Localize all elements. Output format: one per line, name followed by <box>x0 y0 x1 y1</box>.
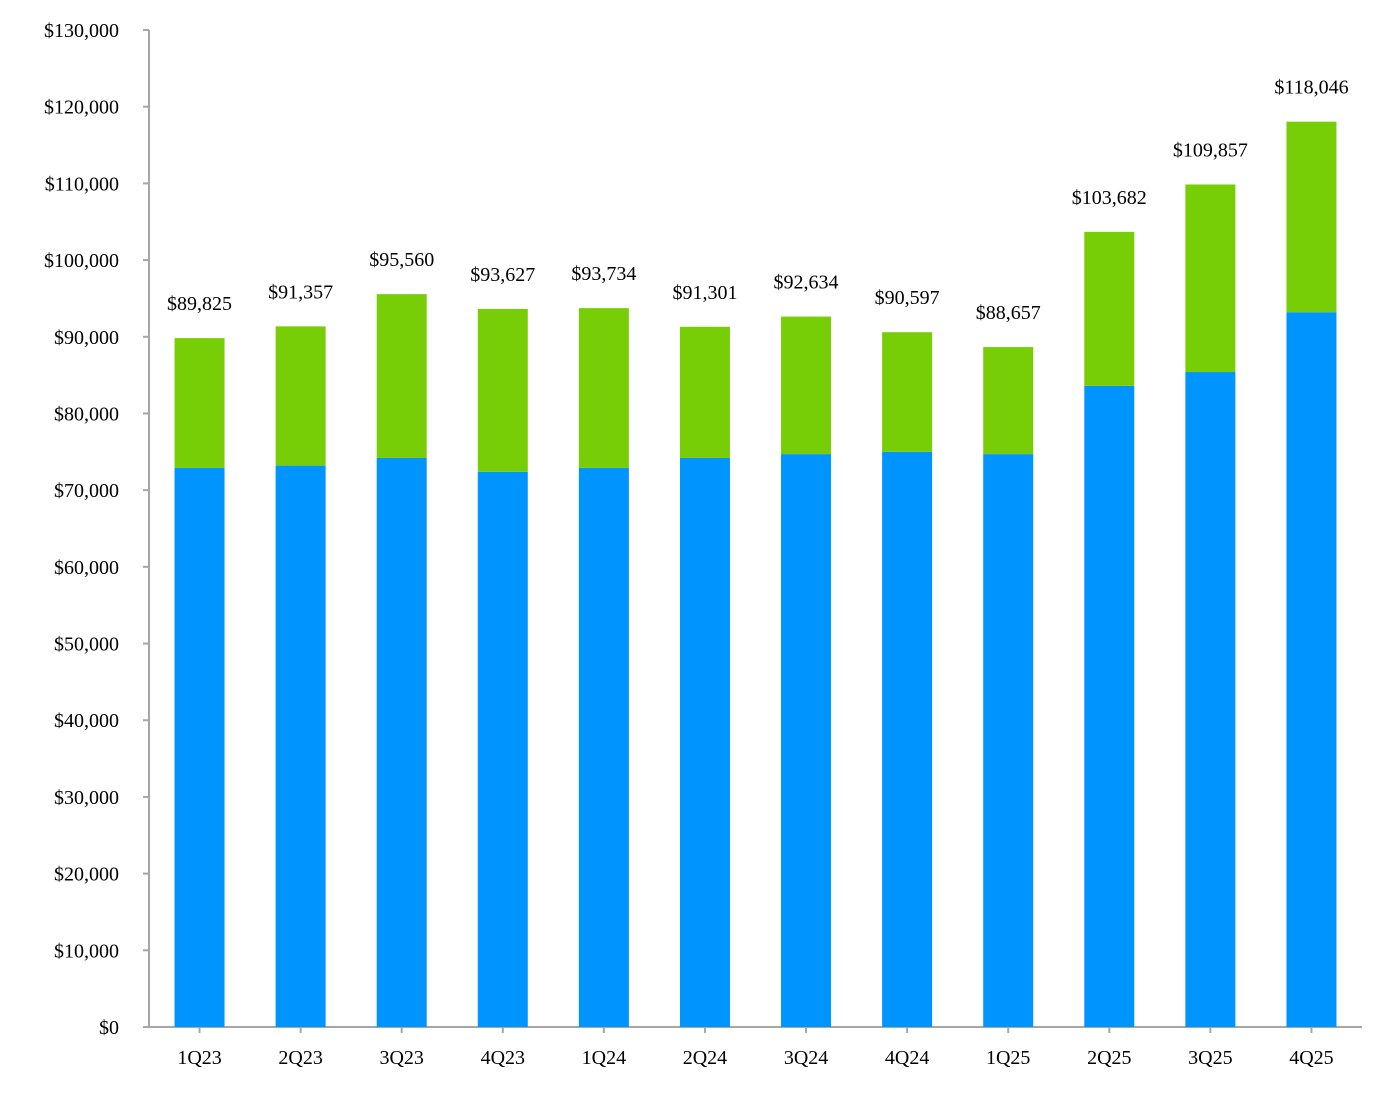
x-tick-label: 3Q24 <box>784 1047 828 1069</box>
data-label-total: $91,357 <box>268 281 333 303</box>
bar-segment-green <box>1286 121 1337 313</box>
data-label-total: $89,825 <box>167 293 232 315</box>
bar-segment-green <box>1084 231 1135 386</box>
data-label-total: $109,857 <box>1173 139 1248 161</box>
bar-segment-blue <box>1185 372 1236 1027</box>
x-tick-label: 3Q23 <box>379 1047 423 1069</box>
bar-segment-blue <box>275 465 326 1027</box>
y-tick-label: $130,000 <box>44 20 119 42</box>
bar-segment-blue <box>477 471 528 1027</box>
bar-segment-blue <box>983 454 1034 1027</box>
data-label-total: $91,301 <box>672 282 737 304</box>
x-tick-label: 4Q25 <box>1289 1047 1333 1069</box>
y-tick-label: $60,000 <box>54 557 119 579</box>
y-tick-label: $20,000 <box>54 864 119 886</box>
bar-segment-green <box>882 332 933 452</box>
data-label-total: $93,734 <box>571 263 636 285</box>
y-tick-label: $90,000 <box>54 327 119 349</box>
bar-segment-blue <box>174 467 225 1027</box>
x-tick-label: 1Q24 <box>582 1047 626 1069</box>
bar-segment-blue <box>1286 312 1337 1028</box>
x-tick-label: 4Q24 <box>885 1047 929 1069</box>
bar-segment-green <box>376 294 427 458</box>
data-label-total: $95,560 <box>369 249 434 271</box>
bar-segment-green <box>275 326 326 466</box>
data-label-total: $93,627 <box>470 264 535 286</box>
bar-segment-green <box>578 308 629 468</box>
bar-segment-green <box>679 326 730 458</box>
data-label-total: $92,634 <box>774 272 839 294</box>
y-tick-label: $80,000 <box>54 403 119 425</box>
y-tick-label: $120,000 <box>44 97 119 119</box>
x-tick-label: 3Q25 <box>1188 1047 1232 1069</box>
bar-segment-blue <box>882 451 933 1027</box>
bar-segment-green <box>983 347 1034 455</box>
bar-segment-green <box>1185 184 1236 373</box>
y-tick-label: $50,000 <box>54 634 119 656</box>
y-tick-label: $100,000 <box>44 250 119 272</box>
x-tick-label: 1Q25 <box>986 1047 1030 1069</box>
bar-segment-blue <box>679 457 730 1027</box>
bar-segment-green <box>477 308 528 472</box>
y-tick-label: $70,000 <box>54 480 119 502</box>
bar-segment-blue <box>781 454 832 1027</box>
bar-segment-blue <box>376 457 427 1027</box>
bar-segment-green <box>781 316 832 455</box>
y-tick-label: $10,000 <box>54 940 119 962</box>
x-tick-label: 2Q25 <box>1087 1047 1131 1069</box>
y-tick-label: $30,000 <box>54 787 119 809</box>
bar-segment-green <box>174 338 225 468</box>
data-label-total: $118,046 <box>1274 77 1348 99</box>
data-label-total: $90,597 <box>875 287 940 309</box>
y-tick-label: $40,000 <box>54 710 119 732</box>
data-label-total: $88,657 <box>976 302 1041 324</box>
bar-segment-blue <box>578 467 629 1027</box>
x-tick-label: 2Q24 <box>683 1047 727 1069</box>
y-tick-label: $110,000 <box>45 173 119 195</box>
x-tick-label: 2Q23 <box>278 1047 322 1069</box>
x-tick-label: 1Q23 <box>177 1047 221 1069</box>
data-label-total: $103,682 <box>1072 187 1147 209</box>
bar-segment-blue <box>1084 385 1135 1027</box>
x-tick-label: 4Q23 <box>481 1047 525 1069</box>
y-tick-label: $0 <box>99 1017 119 1039</box>
